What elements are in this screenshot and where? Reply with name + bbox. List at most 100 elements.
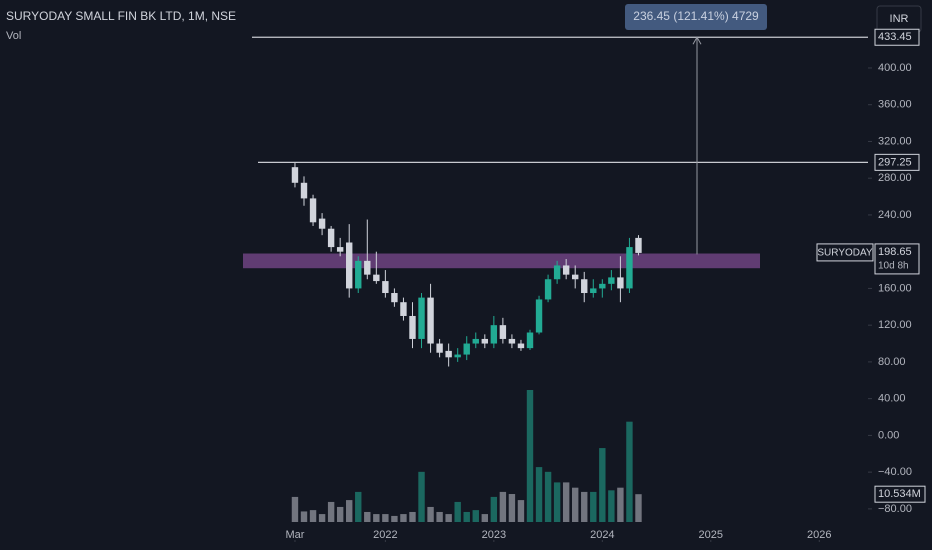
volume-bar bbox=[382, 514, 389, 522]
volume-bar bbox=[599, 448, 606, 522]
volume-bar bbox=[391, 515, 398, 522]
volume-bar bbox=[490, 496, 498, 522]
volume-bar bbox=[626, 421, 633, 522]
volume-bar bbox=[445, 514, 452, 522]
x-tick-label: 2022 bbox=[373, 529, 397, 541]
candle-body bbox=[635, 237, 642, 253]
volume-bar bbox=[291, 496, 299, 522]
volume-bar bbox=[300, 511, 308, 522]
y-tick-label: 80.00 bbox=[878, 356, 906, 368]
volume-bar bbox=[373, 514, 380, 522]
measure-box bbox=[625, 4, 767, 30]
currency[interactable]: INR bbox=[890, 13, 909, 25]
volume-bar bbox=[409, 511, 416, 522]
price-label-box bbox=[874, 153, 920, 171]
candle-body bbox=[463, 343, 470, 355]
candle-body bbox=[544, 279, 552, 300]
symbol-label: SURYODAY bbox=[817, 248, 873, 259]
volume-bar bbox=[562, 482, 570, 522]
candle-body bbox=[490, 325, 498, 344]
volume-bar bbox=[364, 511, 371, 522]
candle-body bbox=[454, 354, 461, 358]
candle-body bbox=[572, 274, 579, 280]
volume-bar bbox=[327, 501, 335, 522]
x-tick-label: 2024 bbox=[590, 529, 614, 541]
candle-body bbox=[581, 279, 588, 294]
candle-body bbox=[553, 265, 561, 280]
candle-body bbox=[409, 315, 416, 339]
candle-body bbox=[418, 297, 425, 339]
volume-legend: Vol bbox=[6, 30, 21, 42]
volume-bar bbox=[553, 482, 561, 522]
candle-body bbox=[318, 218, 326, 229]
volume-bar bbox=[635, 494, 642, 522]
candle-body bbox=[608, 277, 615, 284]
volume-bar bbox=[346, 500, 353, 522]
volume-bar bbox=[436, 511, 443, 522]
symbol-box bbox=[816, 243, 874, 262]
candle-body bbox=[346, 242, 353, 289]
candle-body bbox=[309, 198, 317, 223]
candle-body bbox=[336, 247, 344, 252]
volume-bar bbox=[572, 487, 579, 522]
volume-bar bbox=[309, 510, 317, 522]
volume-bar bbox=[535, 467, 543, 522]
candle-body bbox=[382, 281, 389, 294]
candle-body bbox=[472, 338, 479, 344]
candle-body bbox=[300, 182, 308, 199]
volume-bar bbox=[463, 511, 470, 522]
volume-bar bbox=[581, 491, 588, 522]
candle-body bbox=[391, 293, 398, 303]
price-label: 297.25 bbox=[878, 156, 912, 168]
volume-bar bbox=[499, 491, 507, 522]
y-tick-label: 0.00 bbox=[878, 429, 899, 441]
y-tick-label: 240.00 bbox=[878, 209, 912, 221]
volume-bar bbox=[418, 471, 425, 522]
volume-bar bbox=[427, 506, 434, 522]
arrow-head bbox=[692, 36, 702, 45]
volume-bar bbox=[472, 510, 479, 522]
candle-body bbox=[517, 343, 525, 349]
volume-label: 10.534M bbox=[878, 488, 921, 500]
candle-body bbox=[436, 343, 443, 353]
candle-body bbox=[445, 350, 452, 358]
candle-body bbox=[590, 288, 597, 294]
volume-bar bbox=[590, 491, 597, 522]
x-tick-label: 2023 bbox=[482, 529, 506, 541]
y-tick-label: 320.00 bbox=[878, 135, 912, 147]
candle-body bbox=[355, 260, 362, 289]
volume-bar bbox=[608, 490, 615, 522]
volume-bar bbox=[336, 506, 344, 522]
countdown: 10d 8h bbox=[878, 261, 909, 272]
last-price-box bbox=[874, 243, 920, 275]
candle-body bbox=[508, 338, 516, 344]
price-label: 433.45 bbox=[878, 31, 912, 43]
chart-title: SURYODAY SMALL FIN BK LTD, 1M, NSE bbox=[6, 9, 236, 23]
volume-bar bbox=[481, 514, 489, 522]
candle-body bbox=[481, 338, 489, 344]
y-tick-label: −80.00 bbox=[878, 503, 912, 515]
candle-body bbox=[373, 274, 380, 282]
zone bbox=[243, 253, 760, 269]
candle-body bbox=[526, 332, 534, 349]
price-label-box bbox=[874, 28, 920, 46]
x-tick-label: 2026 bbox=[807, 529, 831, 541]
candle-body bbox=[427, 297, 434, 344]
volume-bar bbox=[544, 471, 552, 522]
volume-bar bbox=[617, 487, 624, 522]
volume-bar bbox=[400, 514, 407, 522]
y-tick-label: −40.00 bbox=[878, 466, 912, 478]
volume-bar bbox=[454, 501, 461, 522]
candle-body bbox=[535, 299, 543, 333]
y-tick-label: 160.00 bbox=[878, 282, 912, 294]
volume-bar bbox=[526, 390, 534, 522]
candle-body bbox=[499, 325, 507, 339]
candle-body bbox=[626, 247, 633, 289]
candle-body bbox=[291, 167, 299, 183]
candle-body bbox=[599, 283, 606, 289]
y-tick-label: 40.00 bbox=[878, 393, 906, 405]
y-tick-label: 360.00 bbox=[878, 99, 912, 111]
y-tick-label: 120.00 bbox=[878, 319, 912, 331]
candle-body bbox=[327, 228, 335, 248]
